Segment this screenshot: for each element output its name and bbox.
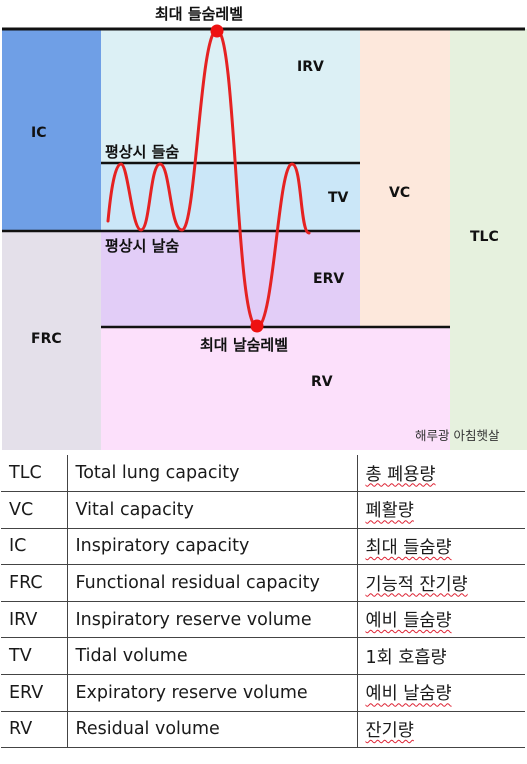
abbr-cell: FRC bbox=[1, 564, 68, 602]
korean-term: 잔기량 bbox=[365, 720, 414, 741]
table-row: IRV Inspiratory reserve volume 예비 들숨량 bbox=[1, 600, 525, 639]
vc-label: VC bbox=[389, 185, 410, 201]
table-row: RV Residual volume 잔기량 bbox=[1, 710, 525, 749]
english-cell: Functional residual capacity bbox=[66, 564, 358, 602]
tv-label: TV bbox=[328, 190, 349, 206]
vc-region bbox=[360, 29, 450, 327]
rv-label: RV bbox=[311, 374, 333, 390]
korean-cell: 1회 호흡량 bbox=[356, 637, 525, 676]
korean-term: 예비 날숨량 bbox=[365, 684, 452, 705]
korean-term: 폐활량 bbox=[365, 501, 414, 522]
tlc-region bbox=[450, 29, 527, 450]
korean-term: 총 폐용량 bbox=[365, 464, 436, 485]
max-exhale-marker bbox=[250, 319, 264, 333]
korean-term: 최대 들숨량 bbox=[365, 537, 452, 558]
rest-inhale-label: 평상시 들숨 bbox=[105, 143, 179, 161]
english-cell: Inspiratory reserve volume bbox=[66, 600, 358, 639]
abbr-cell: RV bbox=[1, 710, 68, 749]
erv-region bbox=[101, 231, 360, 327]
korean-cell: 잔기량 bbox=[356, 710, 525, 749]
max-exhale-label: 최대 날숨레벨 bbox=[200, 336, 288, 354]
korean-cell: 예비 날숨량 bbox=[356, 674, 525, 712]
abbr-cell: IRV bbox=[1, 600, 68, 639]
abbr-cell: IC bbox=[1, 527, 68, 566]
english-cell: Total lung capacity bbox=[66, 455, 358, 493]
watermark: 해루광 아침햇살 bbox=[415, 428, 500, 443]
glossary-table: TLC Total lung capacity 총 폐용량 VC Vital c… bbox=[1, 455, 525, 749]
max-inhale-marker bbox=[210, 24, 224, 38]
korean-cell: 폐활량 bbox=[356, 491, 525, 529]
irv-label: IRV bbox=[297, 59, 324, 75]
abbr-cell: ERV bbox=[1, 674, 68, 712]
ic-label: IC bbox=[31, 125, 46, 141]
korean-cell: 예비 들숨량 bbox=[356, 600, 525, 639]
abbr-cell: TV bbox=[1, 637, 68, 676]
table-row: ERV Expiratory reserve volume 예비 날숨량 bbox=[1, 674, 525, 712]
english-cell: Inspiratory capacity bbox=[66, 527, 358, 566]
max-inhale-label: 최대 들숨레벨 bbox=[155, 5, 243, 23]
rv-region bbox=[101, 327, 450, 450]
frc-region bbox=[2, 231, 101, 450]
abbr-cell: TLC bbox=[1, 455, 68, 493]
korean-term: 1회 호흡량 bbox=[365, 647, 447, 668]
erv-label: ERV bbox=[313, 271, 344, 287]
frc-label: FRC bbox=[31, 331, 62, 347]
table-row: IC Inspiratory capacity 최대 들숨량 bbox=[1, 527, 525, 566]
korean-cell: 기능적 잔기량 bbox=[356, 564, 525, 602]
korean-term: 예비 들숨량 bbox=[365, 611, 452, 632]
table-row: TV Tidal volume 1회 호흡량 bbox=[1, 637, 525, 676]
english-cell: Residual volume bbox=[66, 710, 358, 749]
rest-exhale-label: 평상시 날숨 bbox=[105, 237, 179, 255]
tv-region bbox=[101, 163, 360, 231]
ic-region bbox=[2, 29, 101, 231]
table-row: VC Vital capacity 폐활량 bbox=[1, 491, 525, 529]
korean-cell: 총 폐용량 bbox=[356, 455, 525, 493]
lung-volume-diagram: 최대 들숨레벨 평상시 들숨 평상시 날숨 최대 날숨레벨 IRV TV ERV… bbox=[2, 5, 527, 450]
table-row: TLC Total lung capacity 총 폐용량 bbox=[1, 455, 525, 493]
english-cell: Expiratory reserve volume bbox=[66, 674, 358, 712]
korean-term: 기능적 잔기량 bbox=[365, 574, 468, 595]
english-cell: Vital capacity bbox=[66, 491, 358, 529]
abbr-cell: VC bbox=[1, 491, 68, 529]
tlc-label: TLC bbox=[470, 229, 499, 245]
table-row: FRC Functional residual capacity 기능적 잔기량 bbox=[1, 564, 525, 602]
english-cell: Tidal volume bbox=[66, 637, 358, 676]
breathing-curve bbox=[106, 28, 311, 329]
korean-cell: 최대 들숨량 bbox=[356, 527, 525, 566]
